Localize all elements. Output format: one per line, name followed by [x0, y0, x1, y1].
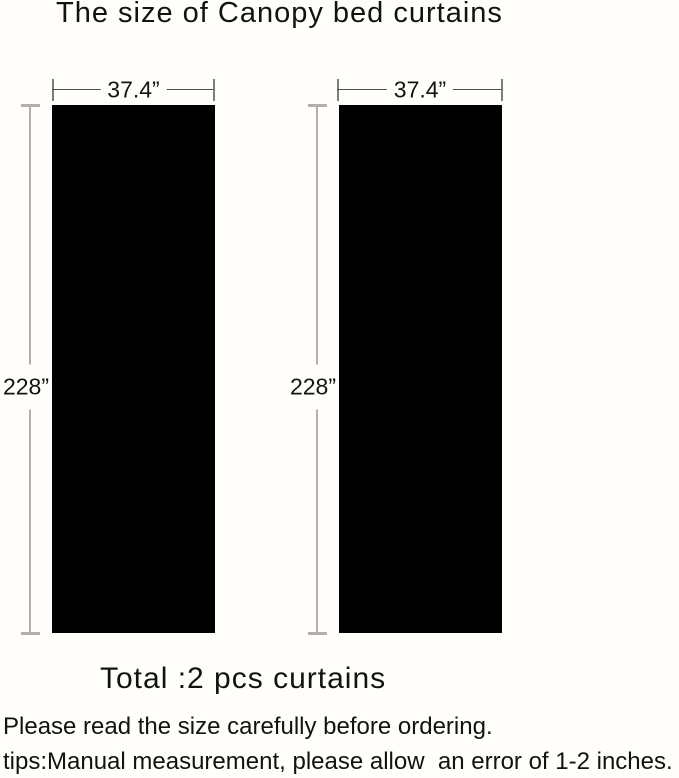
total-count-text: Total :2 pcs curtains [100, 662, 387, 695]
width-dimension-right: 37.4” [337, 76, 503, 104]
curtain-panel-right [339, 105, 502, 633]
note-measurement-tolerance: tips:Manual measurement, please allow an… [3, 748, 673, 775]
dimension-tick [337, 79, 339, 101]
height-dimension-label: 228” [287, 364, 339, 410]
page-title: The size of Canopy bed curtains [56, 0, 503, 29]
height-dimension-label: 228” [0, 364, 52, 410]
dimension-tick [501, 79, 503, 101]
dimension-tick [213, 79, 215, 101]
curtain-panel-left [52, 105, 215, 633]
dimension-tick [21, 632, 40, 635]
width-dimension-label: 37.4” [100, 76, 167, 104]
dimension-tick [52, 79, 54, 101]
dimension-tick [308, 632, 327, 635]
width-dimension-label: 37.4” [386, 76, 454, 104]
note-read-size: Please read the size carefully before or… [3, 713, 493, 740]
width-dimension-left: 37.4” [52, 76, 215, 104]
